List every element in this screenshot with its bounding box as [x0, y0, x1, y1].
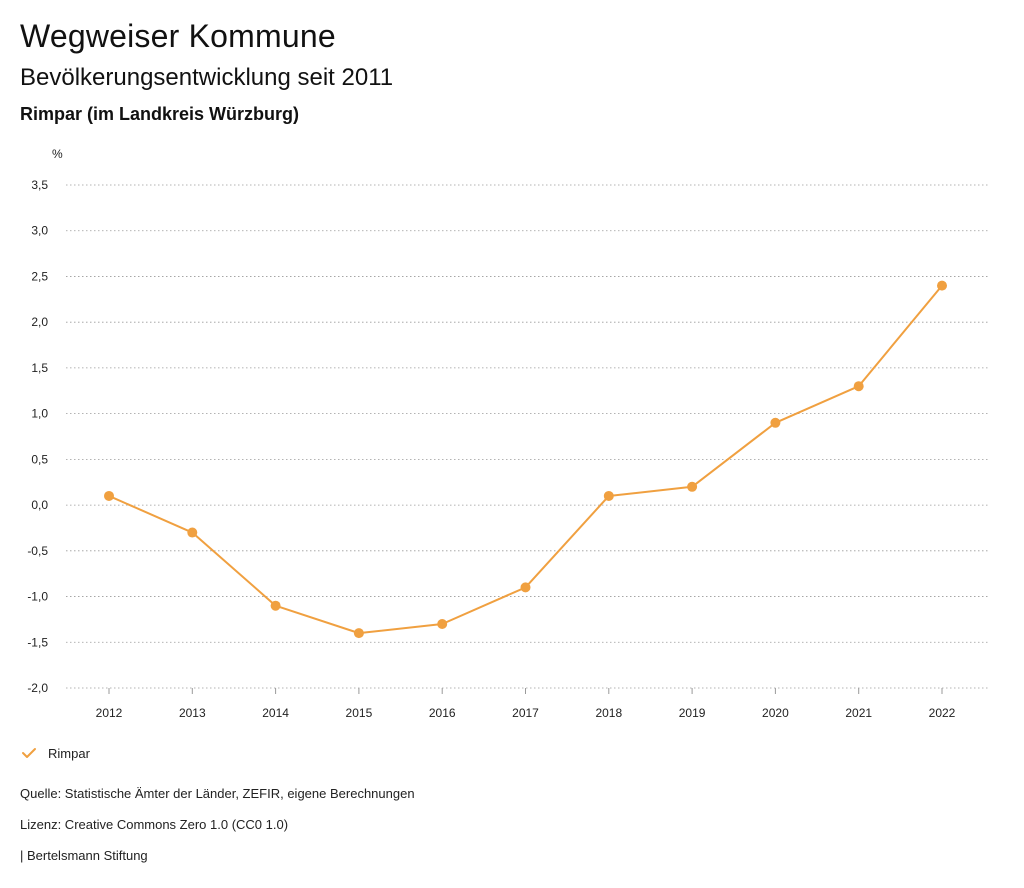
data-point: [520, 582, 531, 593]
data-point: [187, 527, 198, 538]
page-title: Wegweiser Kommune: [20, 18, 336, 54]
x-tick-label: 2019: [679, 706, 706, 720]
y-tick-label: -0,5: [27, 544, 48, 558]
y-tick-label: 2,5: [31, 269, 48, 283]
y-tick-label: -1,0: [27, 590, 48, 604]
x-tick-label: 2021: [845, 706, 872, 720]
chart-subtitle: Bevölkerungsentwicklung seit 2011: [20, 64, 394, 91]
x-tick-label: 2012: [96, 706, 123, 720]
data-point: [853, 381, 864, 392]
y-tick-label: 2,0: [31, 315, 48, 329]
data-point: [937, 280, 947, 291]
data-point: [687, 481, 698, 492]
y-tick-label: -2,0: [27, 681, 48, 695]
x-tick-label: 2020: [762, 706, 789, 720]
y-tick-label: 0,5: [31, 452, 48, 466]
x-tick-label: 2014: [262, 706, 289, 720]
x-tick-label: 2015: [346, 706, 373, 720]
y-axis-unit-label: %: [52, 147, 63, 161]
x-tick-label: 2017: [512, 706, 539, 720]
data-point: [437, 618, 448, 629]
y-tick-label: 1,0: [31, 407, 48, 421]
legend-label: Rimpar: [48, 745, 90, 761]
data-point: [770, 417, 781, 428]
license-note: Lizenz: Creative Commons Zero 1.0 (CC0 1…: [20, 817, 289, 832]
y-tick-label: 3,0: [31, 224, 48, 238]
y-tick-label: 1,5: [31, 361, 48, 375]
y-tick-label: 3,5: [31, 178, 48, 192]
data-point: [603, 490, 614, 501]
x-tick-label: 2013: [179, 706, 206, 720]
y-tick-label: -1,5: [27, 635, 48, 649]
x-tick-label: 2018: [595, 706, 622, 720]
source-note: Quelle: Statistische Ämter der Länder, Z…: [20, 786, 415, 801]
data-point: [270, 600, 281, 611]
y-tick-label: 0,0: [31, 498, 48, 512]
x-tick-label: 2022: [929, 706, 956, 720]
x-tick-label: 2016: [429, 706, 456, 720]
legend-item-rimpar[interactable]: Rimpar: [20, 744, 90, 762]
data-point: [353, 628, 364, 639]
checkmark-icon: [22, 748, 36, 758]
brand-note: | Bertelsmann Stiftung: [20, 848, 148, 863]
line-chart: % 3,5 3,0 2,5 2,0 1,5 1,0 0,5 0,0 -0,5 -1,0 -1,5 -2,…: [27, 147, 990, 720]
data-point: [104, 490, 114, 501]
region-heading: Rimpar (im Landkreis Würzburg): [20, 104, 300, 124]
series-line-rimpar: [108, 284, 943, 635]
